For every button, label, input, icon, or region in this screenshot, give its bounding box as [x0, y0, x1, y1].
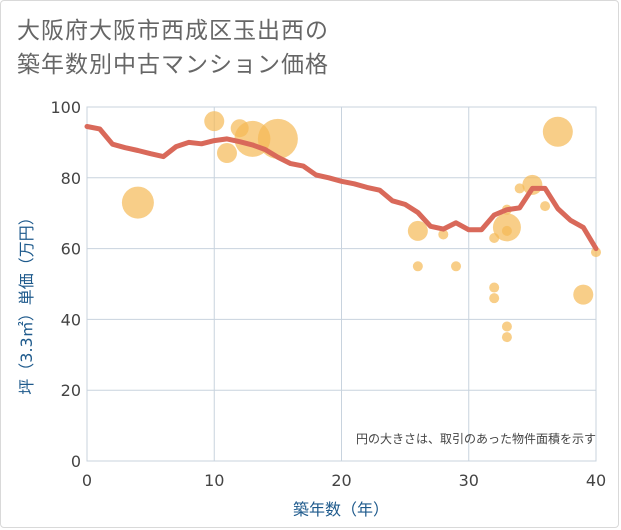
grid-lines — [86, 106, 597, 462]
trend-line-series — [84, 124, 599, 252]
bubble-point — [451, 261, 462, 272]
bubble-point — [216, 143, 237, 164]
y-tick-label: 20 — [61, 381, 81, 400]
x-tick-label: 40 — [586, 471, 606, 490]
bubble-point — [438, 229, 449, 240]
chart-title: 大阪府大阪市西成区玉出西の 築年数別中古マンション価格 — [17, 14, 329, 82]
size-annotation: 円の大きさは、取引のあった物件面積を示す — [356, 431, 596, 446]
trend-line — [84, 124, 599, 252]
x-axis-label: 築年数（年） — [293, 500, 389, 519]
bubble-series — [121, 111, 601, 343]
y-tick-label: 40 — [61, 310, 81, 329]
bubble-point — [489, 282, 500, 293]
bubble-point — [204, 111, 225, 132]
bubble-point — [489, 293, 500, 304]
x-tick-label: 20 — [331, 471, 351, 490]
bubble-point — [121, 186, 154, 219]
bubble-point — [412, 261, 423, 272]
y-tick-label: 100 — [50, 98, 81, 117]
chart-title-line1: 大阪府大阪市西成区玉出西の — [17, 18, 329, 44]
bubble-point — [501, 321, 512, 332]
x-tick-label: 30 — [459, 471, 479, 490]
bubble-point — [540, 201, 551, 212]
x-tick-label: 10 — [204, 471, 224, 490]
bubble-point — [257, 118, 298, 159]
bubble-point — [501, 332, 512, 343]
y-tick-label: 0 — [71, 452, 81, 471]
bubble-point — [407, 220, 428, 241]
y-tick-label: 80 — [61, 169, 81, 188]
y-axis-label: 坪（3.3㎡）単価（万円） — [17, 209, 36, 394]
y-tick-label: 60 — [61, 240, 81, 259]
x-tick-label: 0 — [82, 471, 92, 490]
bubble-point — [501, 225, 512, 236]
axes: 0 20 40 60 80 100 0 10 20 30 40 — [50, 98, 606, 490]
bubble-point — [542, 116, 573, 147]
bubble-point — [514, 183, 525, 194]
chart-title-line2: 築年数別中古マンション価格 — [17, 52, 329, 78]
bubble-point — [573, 284, 594, 305]
bubble-point — [591, 247, 601, 258]
